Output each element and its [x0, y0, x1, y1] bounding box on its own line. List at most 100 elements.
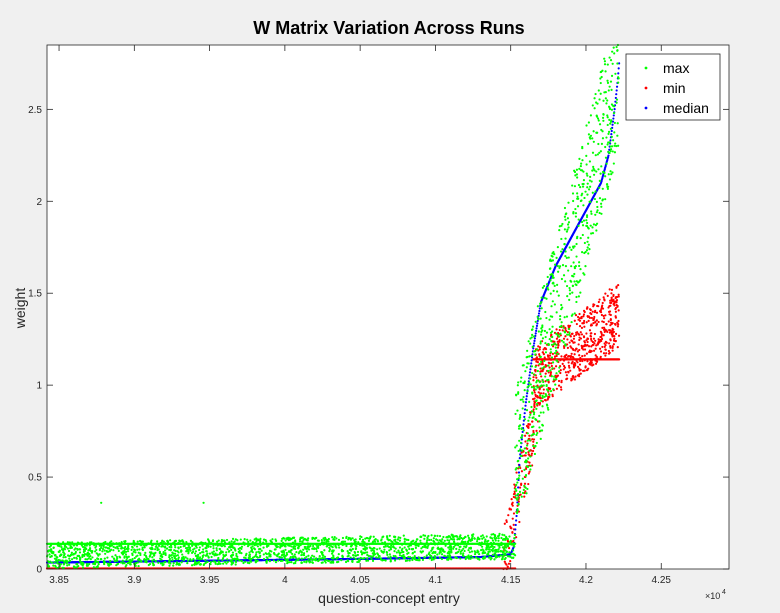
data-point-max [111, 555, 114, 558]
data-point-min [515, 536, 518, 539]
data-point-min [585, 307, 589, 310]
data-point-min [541, 370, 544, 373]
data-point-min [608, 328, 611, 332]
data-point-max [230, 545, 233, 549]
data-point-max [85, 558, 89, 561]
data-point-max [85, 547, 88, 551]
data-point-max [160, 545, 163, 548]
data-point-max [305, 555, 308, 558]
data-point-max [178, 539, 181, 542]
data-point-max [356, 560, 359, 564]
data-point-max [293, 536, 296, 539]
data-point-max [375, 548, 379, 551]
data-point-min [595, 360, 599, 363]
data-point-max [175, 554, 178, 557]
data-point-max [398, 546, 402, 549]
data-point-min [532, 429, 535, 433]
data-point-max [64, 560, 67, 563]
data-point-max [411, 551, 414, 555]
data-point-max [474, 551, 477, 554]
data-point-min [524, 440, 527, 443]
data-point-max [428, 538, 431, 542]
data-point-min [518, 520, 521, 524]
data-point-max [244, 557, 247, 560]
data-point-max [242, 561, 245, 565]
data-point-min [580, 347, 584, 350]
data-point-min [570, 332, 574, 335]
data-point-max [83, 553, 86, 556]
data-point-max [491, 539, 495, 542]
data-point-max [356, 550, 360, 554]
data-point-min [508, 546, 511, 550]
data-point-max [112, 545, 115, 548]
data-point-min [536, 396, 539, 399]
data-point-max [434, 557, 437, 560]
data-point-min [555, 387, 558, 390]
data-point-min [523, 495, 526, 498]
data-point-max [464, 556, 468, 559]
data-point-max [448, 548, 451, 551]
data-point-min [560, 388, 563, 391]
data-point-min [602, 326, 606, 329]
data-point-max [491, 545, 494, 548]
data-point-min [585, 321, 588, 324]
data-point-min [586, 344, 589, 347]
data-point-max [394, 538, 397, 541]
data-point-max [344, 560, 348, 564]
data-point-max [372, 549, 376, 553]
data-point-min [576, 374, 579, 377]
data-point-max [447, 535, 450, 538]
data-point-min [569, 369, 572, 372]
data-point-max [225, 538, 229, 542]
axes: 3.85 3.9 3.95 4 4.05 4.1 4.15 4.2 4.25 00.511.52… [28, 43, 730, 586]
data-point-min [543, 356, 546, 359]
data-point-median [530, 362, 533, 365]
data-point-max [201, 555, 204, 559]
data-point-max [356, 553, 360, 557]
data-point-max [67, 549, 71, 553]
data-point-min [567, 325, 570, 329]
data-point-max [327, 537, 330, 541]
data-point-min [608, 310, 612, 313]
data-point-min [506, 565, 509, 568]
data-point-max [471, 556, 474, 559]
data-point-min [610, 296, 613, 299]
data-point-max [198, 557, 201, 560]
data-point-max [151, 547, 154, 551]
data-point-min [552, 380, 556, 383]
data-point-min [608, 331, 612, 334]
data-point-max [181, 553, 184, 556]
data-point-max [467, 536, 470, 539]
data-point-max [217, 556, 220, 560]
data-point-max [154, 548, 157, 551]
data-point-max [293, 553, 296, 556]
data-point-min [603, 298, 606, 301]
data-point-max [473, 537, 476, 540]
data-point-min [614, 315, 617, 318]
data-point-min [563, 346, 566, 350]
data-point-max [137, 558, 140, 561]
data-point-min [548, 395, 551, 398]
data-point-min [611, 333, 614, 337]
data-point-min [570, 362, 573, 365]
data-point-median [611, 123, 614, 126]
data-point-max [376, 539, 379, 542]
data-point-min [571, 378, 574, 381]
data-point-min [601, 301, 604, 305]
data-point-max [461, 537, 464, 540]
data-point-max [441, 538, 444, 541]
data-point-max [513, 533, 516, 537]
data-point-min [526, 442, 529, 445]
data-point-max [330, 560, 334, 563]
data-point-max [248, 551, 251, 554]
data-point-max [182, 559, 185, 562]
data-point-max [442, 535, 445, 539]
data-point-max [489, 558, 492, 561]
data-point-max [307, 560, 311, 563]
data-point-max [113, 560, 117, 563]
data-point-max [162, 550, 165, 554]
data-point-max [297, 552, 300, 555]
data-point-min [589, 335, 593, 338]
data-point-max [494, 548, 497, 551]
